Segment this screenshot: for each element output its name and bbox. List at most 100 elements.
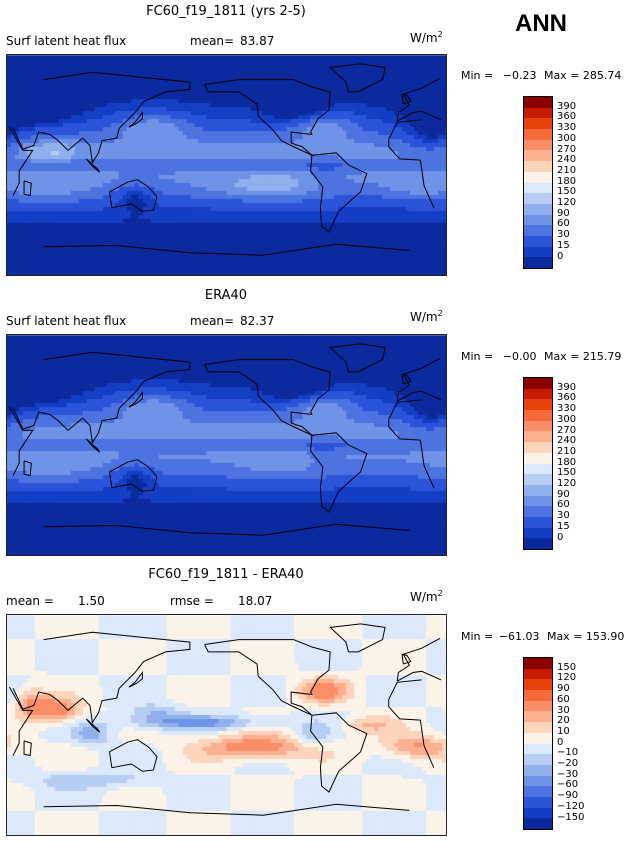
colorbar-swatch [524, 538, 552, 549]
colorbar-tick-label: 0 [557, 736, 564, 748]
panel-title: ERA40 [204, 288, 248, 303]
rmse-value: 18.07 [238, 594, 273, 608]
colorbar-tick-label: 270 [557, 143, 577, 155]
colorbar-swatch [524, 139, 552, 151]
coastline [204, 359, 331, 436]
coastline [128, 391, 143, 408]
colorbar-swatch [524, 97, 552, 108]
colorbar-tick-label: 30 [557, 704, 570, 716]
units-label: W/m2 [410, 30, 443, 45]
coastline [329, 63, 386, 93]
coastline [128, 671, 143, 688]
colorbar-swatch [524, 474, 552, 485]
coastline [23, 460, 32, 477]
mean-value: 83.87 [240, 34, 275, 48]
colorbar-swatch [524, 463, 552, 475]
coastline [388, 399, 422, 420]
colorbar-swatch [524, 484, 552, 496]
coastline [8, 686, 34, 756]
colorbar-tick-label: 30 [557, 229, 570, 241]
coastline [23, 180, 32, 197]
colorbar-swatch [524, 796, 552, 808]
coastline [108, 739, 158, 772]
coastline [329, 343, 386, 373]
colorbar-swatch [524, 118, 552, 130]
colorbar-tick-label: 120 [557, 197, 577, 208]
min-value: −0.00 [502, 350, 537, 363]
coastline [189, 243, 410, 256]
colorbar-swatch [524, 182, 552, 194]
colorbar-swatch [524, 410, 552, 421]
max-value: 285.74 [582, 69, 622, 82]
colorbar-tick-label: 180 [557, 456, 577, 468]
colorbar-tick-label: 60 [557, 499, 570, 511]
colorbar-swatch [524, 388, 552, 400]
colorbar-swatch [524, 764, 552, 776]
map-difference [6, 614, 447, 836]
coastline [401, 653, 412, 665]
colorbar-tick-label: 360 [557, 392, 577, 404]
colorbar-tick-label: 15 [557, 239, 570, 251]
colorbar-swatch [524, 150, 552, 162]
coastline [43, 245, 190, 254]
coastline [23, 740, 32, 757]
coastline [310, 152, 368, 233]
colorbar-swatch [524, 225, 552, 236]
colorbar-swatch [524, 690, 552, 701]
diff-mean-value: 1.50 [78, 594, 105, 608]
coastline [388, 419, 435, 488]
colorbar-swatch [524, 722, 552, 733]
contour-map [7, 615, 446, 835]
coastline [396, 390, 442, 402]
coastline [204, 639, 331, 716]
contour-map [7, 55, 446, 275]
colorbar-tick-label: 270 [557, 424, 577, 436]
coastline [396, 637, 441, 682]
colorbar-swatch [524, 257, 552, 268]
colorbar-swatch [524, 129, 552, 140]
colorbar-tick-label: 210 [557, 445, 577, 457]
colorbar-swatch [524, 378, 552, 389]
coastline [8, 126, 34, 196]
colorbar-swatch [524, 495, 552, 507]
coastline [388, 119, 422, 140]
coastline [396, 357, 441, 402]
coastline [189, 523, 410, 536]
min-value: −61.03 [498, 630, 540, 643]
coastline [12, 631, 191, 725]
coastline [189, 803, 410, 816]
coastline [12, 351, 191, 445]
min-label: Min = [461, 69, 494, 82]
map-model [6, 54, 447, 276]
colorbar-tick-label: 150 [557, 467, 577, 479]
coastline [85, 158, 101, 173]
colorbar-swatches [523, 657, 553, 830]
coastline [388, 679, 422, 700]
colorbar-tick-label: 90 [557, 207, 570, 219]
colorbar-swatch [524, 420, 552, 432]
max-label: Max = [543, 69, 580, 82]
coastline [401, 373, 412, 385]
colorbar-swatch [524, 679, 552, 691]
variable-label: Surf latent heat flux [6, 34, 127, 48]
colorbar-swatch [524, 786, 552, 797]
colorbar-swatch [524, 668, 552, 680]
units-label: W/m2 [410, 589, 443, 604]
colorbar-swatch [524, 807, 552, 819]
colorbar-tick-label: −150 [557, 811, 585, 823]
colorbar-tick-label: −60 [557, 779, 579, 791]
max-label: Max = [546, 630, 583, 643]
colorbar-tick-label: 20 [557, 715, 570, 727]
colorbar-swatch [524, 506, 552, 517]
colorbar-tick-label: −20 [557, 758, 579, 769]
coastline [396, 110, 442, 122]
colorbar-tick-label: 240 [557, 154, 577, 166]
colorbar-tick-label: 120 [557, 672, 577, 684]
colorbar-tick-label: 90 [557, 488, 570, 500]
colorbar-swatch [524, 399, 552, 411]
colorbar-tick-label: 120 [557, 478, 577, 489]
mean-label: mean= [190, 314, 235, 328]
coastline [8, 406, 34, 476]
colorbar-tick-label: 210 [557, 164, 577, 176]
colorbar-swatch [524, 171, 552, 183]
